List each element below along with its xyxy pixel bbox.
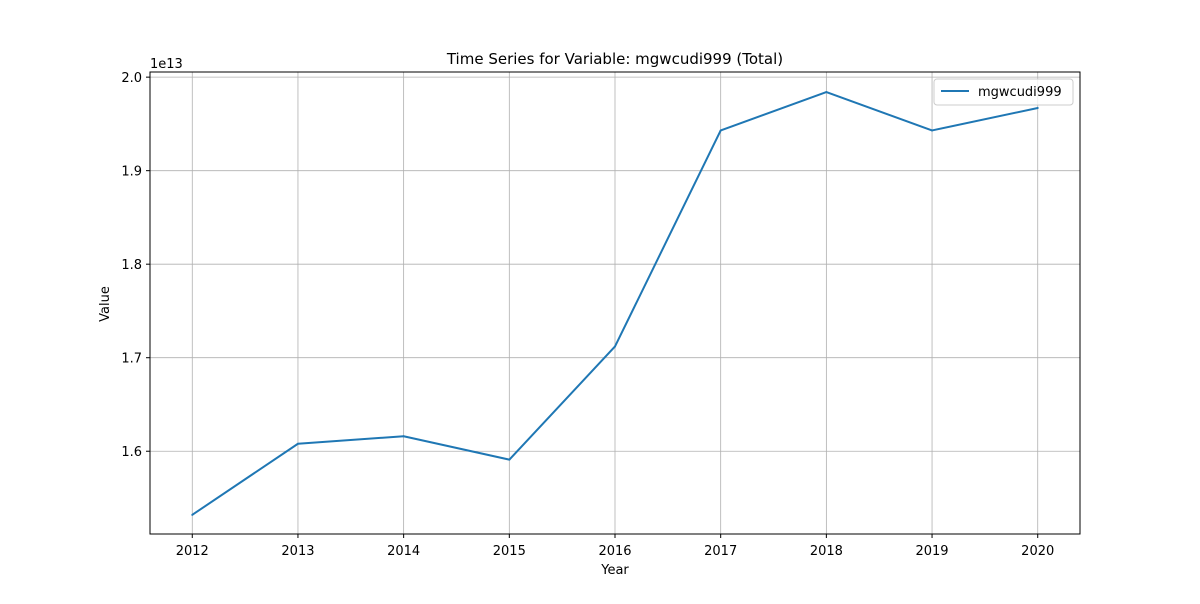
data-point bbox=[402, 435, 405, 438]
y-tick-label: 2.0 bbox=[121, 71, 142, 86]
y-tick-label: 1.9 bbox=[121, 165, 142, 180]
x-tick-label: 2016 bbox=[598, 544, 631, 559]
y-tick-label: 1.8 bbox=[121, 258, 142, 273]
data-point bbox=[825, 91, 828, 94]
ticks-layer: 2012 2013 2014 2015 2016 2017 2018 2019 2020 1.6 1… bbox=[121, 71, 1054, 559]
legend: mgwcudi999 bbox=[933, 78, 1074, 106]
x-tick-label: 2012 bbox=[176, 544, 209, 559]
x-tick-label: 2018 bbox=[810, 544, 843, 559]
x-tick-label: 2013 bbox=[281, 544, 314, 559]
y-axis-scale-label: 1e13 bbox=[150, 57, 183, 72]
y-tick-label: 1.6 bbox=[121, 445, 142, 460]
x-tick-label: 2014 bbox=[387, 544, 420, 559]
x-tick-label: 2019 bbox=[915, 544, 948, 559]
x-tick-label: 2020 bbox=[1021, 544, 1054, 559]
data-point bbox=[931, 129, 934, 132]
grid-layer bbox=[150, 72, 1080, 534]
x-tick-label: 2017 bbox=[704, 544, 737, 559]
y-tick-label: 1.7 bbox=[121, 352, 142, 367]
x-axis-label: Year bbox=[600, 563, 629, 578]
plot-frame bbox=[149, 71, 1081, 535]
legend-label: mgwcudi999 bbox=[978, 85, 1062, 100]
legend-box bbox=[933, 78, 1074, 106]
x-tick-label: 2015 bbox=[493, 544, 526, 559]
data-point bbox=[1036, 107, 1039, 110]
data-point bbox=[296, 442, 299, 445]
data-point bbox=[191, 513, 194, 516]
data-point bbox=[614, 345, 616, 348]
data-point bbox=[508, 458, 511, 461]
data-point bbox=[719, 129, 722, 132]
chart-title: Time Series for Variable: mgwcudi999 (To… bbox=[446, 50, 783, 68]
series-layer bbox=[191, 91, 1039, 516]
y-axis-label: Value bbox=[98, 286, 113, 322]
